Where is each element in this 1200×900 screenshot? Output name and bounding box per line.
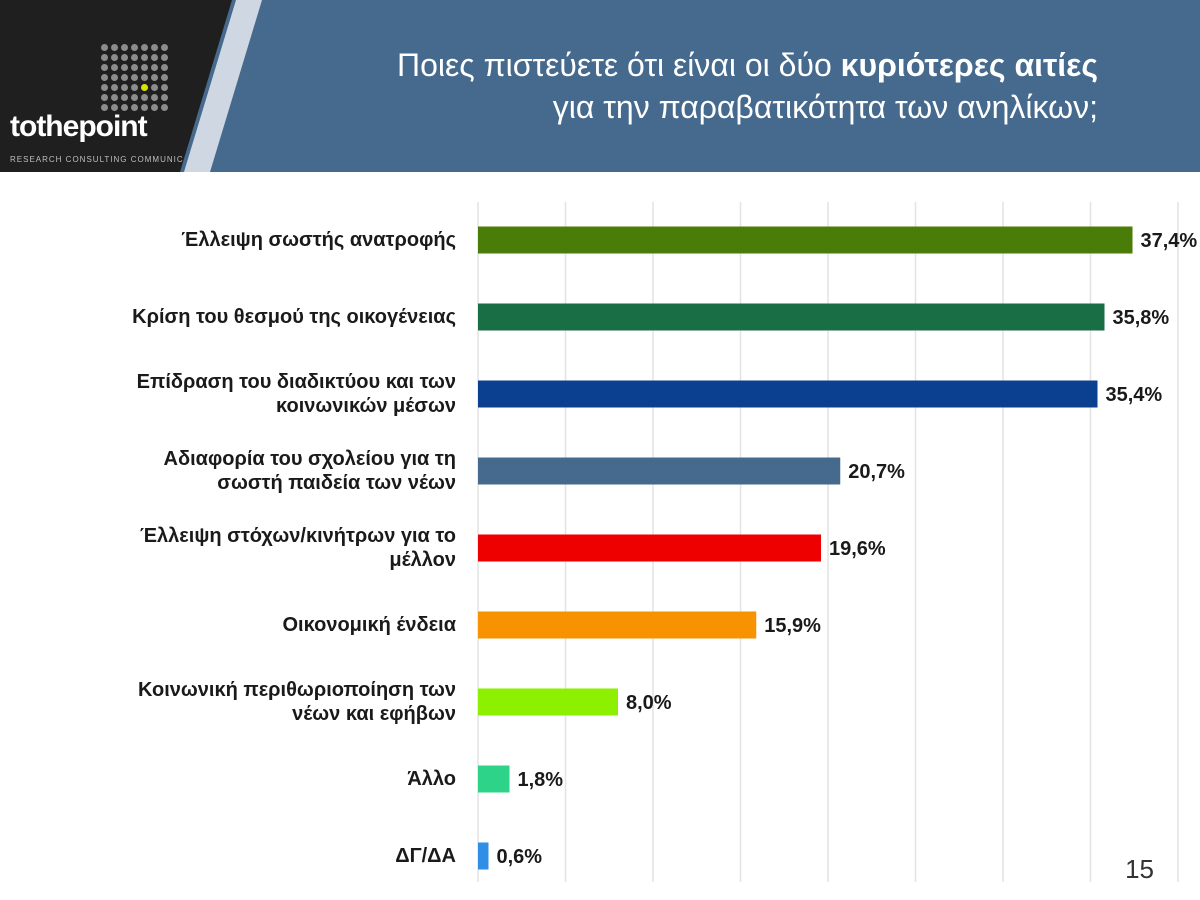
logo-dot [121,94,128,101]
logo-dot [141,64,148,71]
logo-dot [161,64,168,71]
data-label: 35,8% [1113,307,1170,329]
category-label: Αδιαφορία του σχολείου για τη σωστή παιδε… [16,447,456,495]
logo-dot [131,74,138,81]
logo-dot [141,94,148,101]
category-label-line: ΔΓ/ΔΑ [395,845,456,867]
category-label-line: Κοινωνική περιθωριοποίηση των [138,679,456,701]
title-line1-bold: κυριότερες αιτίες [840,47,1098,83]
logo-dot [151,64,158,71]
logo-dot [131,44,138,51]
logo-dot [111,84,118,91]
logo-dot [151,94,158,101]
category-label-line: νέων και εφήβων [292,703,456,725]
category-label: Κοινωνική περιθωριοποίηση των νέων και εφ… [16,678,456,726]
category-label-line: σωστή παιδεία των νέων [217,472,456,494]
bar [478,534,821,562]
category-label-line: Αδιαφορία του σχολείου για τη [163,448,456,470]
logo-dot [121,54,128,61]
logo-dot [131,94,138,101]
logo-dot [161,74,168,81]
bar [478,303,1105,331]
logo-dot [131,54,138,61]
logo-dot [121,104,128,111]
data-label: 20,7% [848,461,905,483]
logo-dot [101,84,108,91]
logo-dot [131,104,138,111]
category-label: Έλλειψη στόχων/κινήτρων για το μέλλον [16,524,456,572]
data-label: 0,6% [497,846,543,868]
category-label-line: μέλλον [389,549,456,571]
logo-dot [131,64,138,71]
category-label-line: Οικονομική ένδεια [282,614,457,636]
bar-chart: 37,4% 35,8% 35,4% 20,7% 19,6% 15,9% 8,0% 1,8% 0,… [477,202,1198,882]
logo-dot [111,64,118,71]
logo-dot [101,104,108,111]
logo-dot [161,94,168,101]
category-label-line: Κρίση του θεσμού της οικογένειας [132,306,456,328]
logo-dot [101,64,108,71]
logo-tagline: RESEARCH CONSULTING COMMUNICATION [10,155,213,164]
logo-dot [111,44,118,51]
logo-dot [101,74,108,81]
title-line2: για την παραβατικότητα των ανηλίκων; [552,89,1098,125]
bar [478,611,757,639]
data-label: 8,0% [626,692,672,714]
logo-dot [121,74,128,81]
data-label: 35,4% [1106,384,1163,406]
category-label-line: Άλλο [407,768,456,790]
page-number: 15 [1125,854,1154,884]
logo-dot [131,84,138,91]
page-title: Ποιες πιστεύετε ότι είναι οι δύο κυριότε… [278,44,1098,128]
logo-dot [141,104,148,111]
logo-dot [121,44,128,51]
category-label: Άλλο [16,767,456,791]
category-label-line: Έλλειψη σωστής ανατροφής [181,229,456,251]
category-label: Κρίση του θεσμού της οικογένειας [16,305,456,329]
data-label: 15,9% [764,615,821,637]
logo-dot [141,44,148,51]
bar [478,842,489,870]
logo-dot [161,54,168,61]
logo-dot [101,54,108,61]
data-label: 19,6% [829,538,886,560]
category-label-line: κοινωνικών μέσων [276,395,456,417]
logo-dot [121,64,128,71]
title-line1-normal: Ποιες πιστεύετε ότι είναι οι δύο [396,47,841,83]
bar [478,226,1133,254]
category-label: Έλλειψη σωστής ανατροφής [16,228,456,252]
bar [478,688,618,716]
logo-dot [121,84,128,91]
logo-dot [151,54,158,61]
logo-dot [111,104,118,111]
data-label: 37,4% [1141,230,1198,252]
logo-dot [111,74,118,81]
logo-dot [151,44,158,51]
logo-dot [101,44,108,51]
category-label: ΔΓ/ΔΑ [16,844,456,868]
data-label: 1,8% [518,769,564,791]
logo-dot [151,104,158,111]
bar [478,457,841,485]
logo-dot [161,84,168,91]
logo-dot [161,104,168,111]
category-label: Οικονομική ένδεια [16,613,457,637]
logo-dot [141,54,148,61]
category-label-line: Επίδραση του διαδικτύου και των [136,371,456,393]
logo-dot [151,84,158,91]
logo-dot [141,84,148,91]
bar [478,765,510,793]
bar [478,380,1098,408]
category-label-line: Έλλειψη στόχων/κινήτρων για το [139,525,456,547]
category-label: Επίδραση του διαδικτύου και των κοινωνικώ… [16,370,456,418]
logo-dot [111,94,118,101]
logo-dot [151,74,158,81]
logo-dot [141,74,148,81]
logo-dot [111,54,118,61]
logo-dot [101,94,108,101]
logo-dot [161,44,168,51]
logo-wordmark: tothepoint [10,110,148,143]
